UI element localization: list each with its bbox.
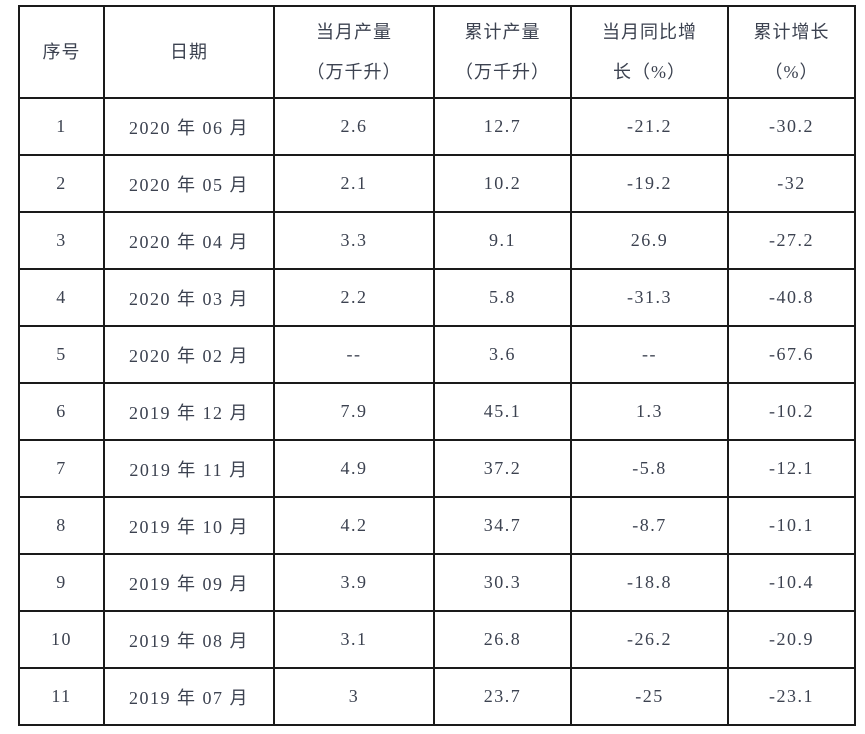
table-row: 4 2020 年 03 月 2.2 5.8 -31.3 -40.8 xyxy=(18,268,856,327)
table-row: 6 2019 年 12 月 7.9 45.1 1.3 -10.2 xyxy=(18,382,856,441)
cell-date: 2019 年 07 月 xyxy=(103,667,275,726)
cell-monthly-yoy: -18.8 xyxy=(570,553,729,612)
cell-monthly-yoy: -8.7 xyxy=(570,496,729,555)
cell-monthly-output: -- xyxy=(273,325,435,384)
cell-index: 7 xyxy=(18,439,105,498)
cell-cumulative-output: 30.3 xyxy=(433,553,572,612)
col-header-date: 日期 xyxy=(103,5,275,99)
cell-date: 2019 年 12 月 xyxy=(103,382,275,441)
cell-date: 2020 年 05 月 xyxy=(103,154,275,213)
table-row: 11 2019 年 07 月 3 23.7 -25 -23.1 xyxy=(18,667,856,726)
table-row: 10 2019 年 08 月 3.1 26.8 -26.2 -20.9 xyxy=(18,610,856,669)
cell-cumulative-growth: -27.2 xyxy=(727,211,856,270)
cell-index: 6 xyxy=(18,382,105,441)
table-row: 3 2020 年 04 月 3.3 9.1 26.9 -27.2 xyxy=(18,211,856,270)
cell-cumulative-output: 34.7 xyxy=(433,496,572,555)
cell-index: 10 xyxy=(18,610,105,669)
cell-cumulative-growth: -30.2 xyxy=(727,97,856,156)
table-body: 1 2020 年 06 月 2.6 12.7 -21.2 -30.2 2 2020 年 05 … xyxy=(18,97,856,726)
cell-monthly-output: 7.9 xyxy=(273,382,435,441)
cell-monthly-yoy: -26.2 xyxy=(570,610,729,669)
cell-monthly-yoy: -25 xyxy=(570,667,729,726)
cell-index: 9 xyxy=(18,553,105,612)
cell-index: 8 xyxy=(18,496,105,555)
table-header: 序号 日期 当月产量 （万千升） 累计产量 （万千升） 当月同比增 长（%） 累… xyxy=(18,5,856,99)
cell-date: 2020 年 03 月 xyxy=(103,268,275,327)
col-header-index: 序号 xyxy=(18,5,105,99)
col-header-cumulative-growth: 累计增长 （%） xyxy=(727,5,856,99)
col-header-cumulative-output: 累计产量 （万千升） xyxy=(433,5,572,99)
cell-cumulative-output: 9.1 xyxy=(433,211,572,270)
cell-monthly-output: 3.9 xyxy=(273,553,435,612)
cell-index: 2 xyxy=(18,154,105,213)
cell-monthly-output: 4.2 xyxy=(273,496,435,555)
cell-cumulative-growth: -67.6 xyxy=(727,325,856,384)
cell-monthly-output: 3.3 xyxy=(273,211,435,270)
cell-cumulative-growth: -12.1 xyxy=(727,439,856,498)
cell-cumulative-output: 45.1 xyxy=(433,382,572,441)
cell-cumulative-growth: -20.9 xyxy=(727,610,856,669)
cell-monthly-yoy: -31.3 xyxy=(570,268,729,327)
cell-index: 5 xyxy=(18,325,105,384)
cell-monthly-output: 3 xyxy=(273,667,435,726)
cell-monthly-output: 2.6 xyxy=(273,97,435,156)
cell-cumulative-output: 12.7 xyxy=(433,97,572,156)
cell-date: 2019 年 09 月 xyxy=(103,553,275,612)
cell-cumulative-growth: -10.1 xyxy=(727,496,856,555)
cell-date: 2019 年 11 月 xyxy=(103,439,275,498)
cell-monthly-output: 4.9 xyxy=(273,439,435,498)
cell-monthly-yoy: -5.8 xyxy=(570,439,729,498)
cell-index: 4 xyxy=(18,268,105,327)
production-table: 序号 日期 当月产量 （万千升） 累计产量 （万千升） 当月同比增 长（%） 累… xyxy=(18,5,856,726)
table-row: 7 2019 年 11 月 4.9 37.2 -5.8 -12.1 xyxy=(18,439,856,498)
cell-cumulative-growth: -10.4 xyxy=(727,553,856,612)
table-row: 1 2020 年 06 月 2.6 12.7 -21.2 -30.2 xyxy=(18,97,856,156)
cell-monthly-output: 2.2 xyxy=(273,268,435,327)
cell-index: 11 xyxy=(18,667,105,726)
cell-monthly-yoy: 26.9 xyxy=(570,211,729,270)
table-row: 2 2020 年 05 月 2.1 10.2 -19.2 -32 xyxy=(18,154,856,213)
cell-date: 2019 年 10 月 xyxy=(103,496,275,555)
cell-cumulative-output: 23.7 xyxy=(433,667,572,726)
header-row: 序号 日期 当月产量 （万千升） 累计产量 （万千升） 当月同比增 长（%） 累… xyxy=(18,5,856,99)
cell-cumulative-growth: -10.2 xyxy=(727,382,856,441)
cell-date: 2019 年 08 月 xyxy=(103,610,275,669)
cell-monthly-yoy: -21.2 xyxy=(570,97,729,156)
cell-monthly-output: 3.1 xyxy=(273,610,435,669)
cell-index: 3 xyxy=(18,211,105,270)
cell-date: 2020 年 04 月 xyxy=(103,211,275,270)
col-header-monthly-yoy: 当月同比增 长（%） xyxy=(570,5,729,99)
col-header-monthly-output: 当月产量 （万千升） xyxy=(273,5,435,99)
cell-date: 2020 年 06 月 xyxy=(103,97,275,156)
cell-cumulative-output: 26.8 xyxy=(433,610,572,669)
cell-cumulative-growth: -32 xyxy=(727,154,856,213)
table-row: 8 2019 年 10 月 4.2 34.7 -8.7 -10.1 xyxy=(18,496,856,555)
cell-monthly-yoy: -19.2 xyxy=(570,154,729,213)
cell-cumulative-growth: -23.1 xyxy=(727,667,856,726)
cell-monthly-output: 2.1 xyxy=(273,154,435,213)
cell-index: 1 xyxy=(18,97,105,156)
cell-monthly-yoy: 1.3 xyxy=(570,382,729,441)
cell-cumulative-output: 10.2 xyxy=(433,154,572,213)
table-row: 5 2020 年 02 月 -- 3.6 -- -67.6 xyxy=(18,325,856,384)
cell-date: 2020 年 02 月 xyxy=(103,325,275,384)
cell-cumulative-output: 37.2 xyxy=(433,439,572,498)
cell-cumulative-output: 3.6 xyxy=(433,325,572,384)
cell-cumulative-growth: -40.8 xyxy=(727,268,856,327)
cell-monthly-yoy: -- xyxy=(570,325,729,384)
cell-cumulative-output: 5.8 xyxy=(433,268,572,327)
table-row: 9 2019 年 09 月 3.9 30.3 -18.8 -10.4 xyxy=(18,553,856,612)
